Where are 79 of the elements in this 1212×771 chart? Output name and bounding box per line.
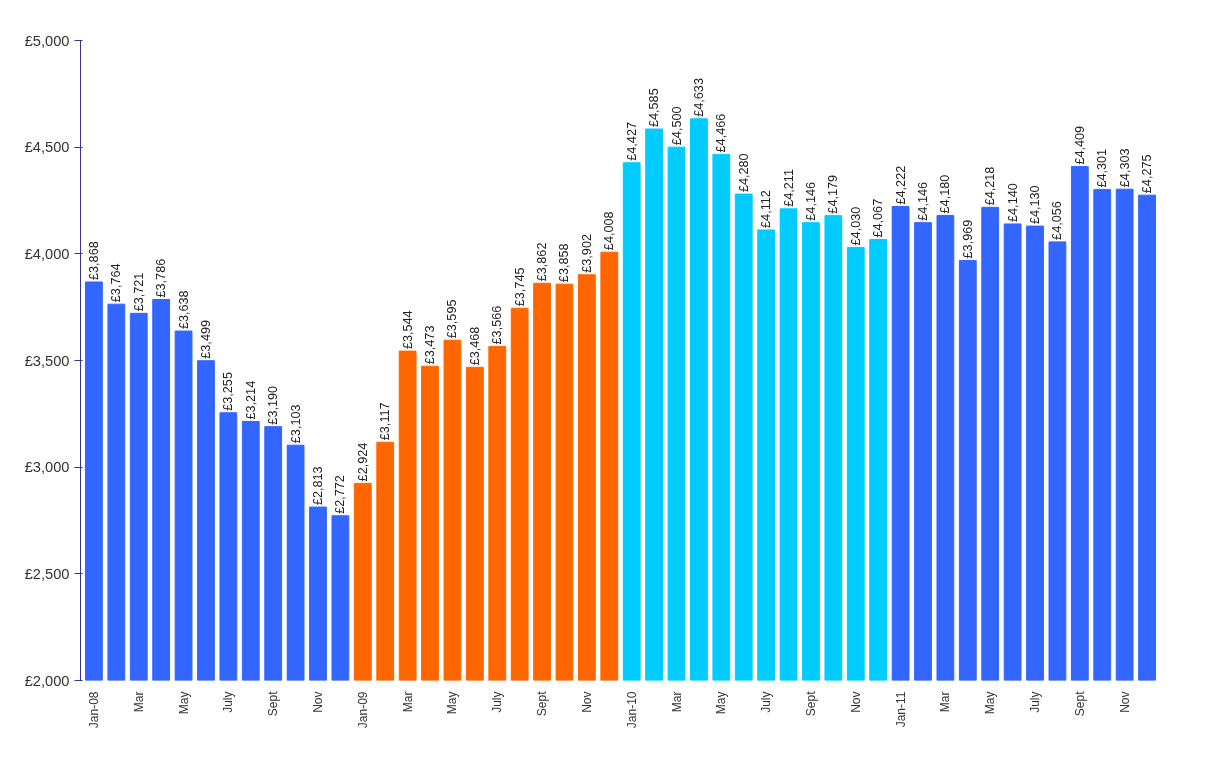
data-label: £4,301 <box>1095 148 1110 188</box>
x-tick-label: Mar <box>669 691 684 713</box>
x-tick-label: Sept <box>266 690 281 717</box>
x-tick-label: May <box>983 691 998 715</box>
data-label: £4,008 <box>602 211 617 251</box>
data-label: £3,595 <box>445 299 460 339</box>
data-label: £2,772 <box>333 475 348 514</box>
data-label: £4,500 <box>669 106 684 146</box>
data-label: £4,222 <box>893 165 908 205</box>
data-label: £4,056 <box>1050 201 1065 240</box>
data-label: £3,468 <box>467 326 482 366</box>
data-label: £3,902 <box>579 234 594 273</box>
data-label: £4,409 <box>1072 125 1087 165</box>
x-tick-label: Mar <box>938 691 953 713</box>
x-tick-label: Mar <box>400 691 415 713</box>
data-label: £4,633 <box>691 78 706 117</box>
data-label: £4,427 <box>624 122 639 161</box>
data-label: £4,218 <box>983 166 998 206</box>
x-tick-label: July <box>759 691 774 713</box>
x-tick-label: Sept <box>535 690 550 717</box>
data-label: £3,255 <box>221 372 236 411</box>
data-label: £3,103 <box>288 404 303 444</box>
data-label: £4,275 <box>1140 154 1155 194</box>
data-label: £3,190 <box>266 385 281 425</box>
y-tick-label: £5,000 <box>24 32 70 49</box>
data-label: £4,280 <box>736 153 751 193</box>
x-tick-label: Nov <box>311 691 326 713</box>
data-label: £4,146 <box>803 181 818 221</box>
x-tick-label: Sept <box>1072 690 1087 717</box>
data-label: £2,924 <box>355 442 370 482</box>
data-label: £3,969 <box>960 219 975 259</box>
x-tick-label: Jan-09 <box>355 691 370 729</box>
y-tick-label: £3,500 <box>24 352 70 369</box>
x-tick-label: Nov <box>1117 691 1132 713</box>
data-label: £3,868 <box>86 241 101 280</box>
data-label: £4,303 <box>1117 148 1132 188</box>
x-tick-label: May <box>714 691 729 715</box>
data-label: £4,585 <box>647 88 662 128</box>
x-tick-label: July <box>490 691 505 713</box>
x-tick-label: Nov <box>579 691 594 713</box>
y-tick-label: £4,500 <box>24 139 70 156</box>
y-tick-label: £3,000 <box>24 459 70 476</box>
data-label: £4,179 <box>826 174 841 214</box>
data-label: £3,764 <box>109 263 124 303</box>
data-label: £2,813 <box>311 466 326 506</box>
data-label: £3,499 <box>198 319 213 359</box>
x-tick-label: Jan-11 <box>893 691 908 728</box>
x-tick-label: Mar <box>131 691 146 713</box>
data-label: £4,067 <box>871 198 886 238</box>
x-tick-label: Sept <box>803 690 818 717</box>
data-label: £3,473 <box>423 325 438 365</box>
data-label: £3,745 <box>512 267 527 307</box>
data-label: £3,862 <box>535 242 550 282</box>
x-tick-label: May <box>445 691 460 715</box>
data-label: £3,117 <box>378 402 393 441</box>
data-label: £4,140 <box>1005 183 1020 222</box>
data-label: £4,146 <box>915 181 930 221</box>
data-label: £3,858 <box>557 243 572 283</box>
x-tick-label: July <box>221 691 236 713</box>
data-label: £4,466 <box>714 113 729 153</box>
x-tick-label: Nov <box>848 691 863 713</box>
data-label: £3,566 <box>490 305 505 345</box>
data-label: £3,721 <box>131 272 146 312</box>
data-label: £4,030 <box>848 206 863 246</box>
data-label: £4,211 <box>781 169 796 207</box>
data-label: £4,112 <box>759 190 774 228</box>
x-tick-label: July <box>1028 691 1043 713</box>
data-label: £3,544 <box>400 310 415 350</box>
y-tick-label: £2,500 <box>24 565 70 582</box>
x-tick-label: May <box>176 691 191 715</box>
y-tick-label: £4,000 <box>24 245 70 262</box>
x-tick-label: Jan-08 <box>86 691 101 729</box>
y-tick-label: £2,000 <box>24 672 70 689</box>
data-label: £3,786 <box>154 258 169 298</box>
data-label: £3,214 <box>243 380 258 420</box>
data-label: £4,180 <box>938 174 953 214</box>
data-label: £3,638 <box>176 290 191 330</box>
x-tick-label: Jan-10 <box>624 691 639 729</box>
data-label: £4,130 <box>1028 185 1043 225</box>
